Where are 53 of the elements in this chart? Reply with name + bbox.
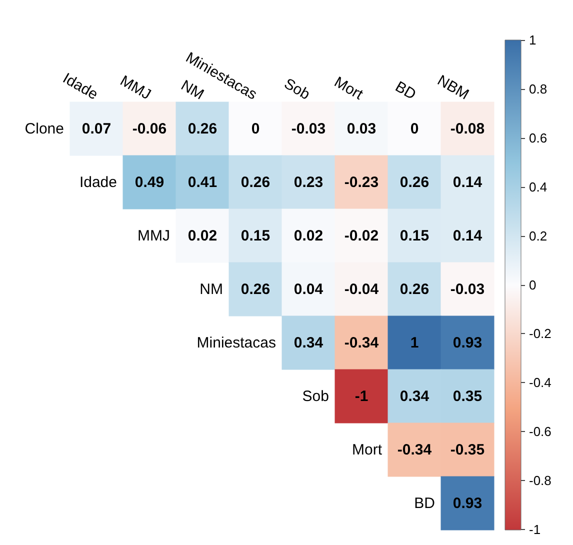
color-bar-label: -1 <box>529 522 541 537</box>
data-label: -0.23 <box>344 174 379 191</box>
data-label: -1 <box>354 388 368 405</box>
color-bar-label: -0.8 <box>529 473 552 488</box>
data-label: 0.34 <box>294 334 324 352</box>
data-label: 0.41 <box>188 174 218 191</box>
data-label: 0.23 <box>294 174 324 191</box>
color-bar-label: 0.4 <box>529 179 548 194</box>
data-label: 0.93 <box>452 494 482 512</box>
x-tick-label: NBM <box>434 72 472 104</box>
data-label: -0.03 <box>291 120 326 138</box>
data-label: 0.26 <box>240 280 270 298</box>
data-label: 0.26 <box>240 174 270 191</box>
x-tick-label: BD <box>392 78 419 104</box>
data-label: 0.02 <box>294 227 324 244</box>
data-label: 0.34 <box>400 388 430 405</box>
data-label: -0.35 <box>450 441 485 458</box>
x-tick-label: Sob <box>281 75 313 104</box>
color-bar-label: -0.2 <box>529 326 552 342</box>
data-label: 0.15 <box>400 227 430 244</box>
data-label: -0.04 <box>344 280 380 298</box>
data-label: -0.34 <box>344 334 380 352</box>
data-label: 0.14 <box>452 227 483 244</box>
data-label: 0.02 <box>188 227 218 244</box>
y-tick-label: Clone <box>24 120 64 138</box>
data-label: 0.04 <box>294 280 324 298</box>
data-label: 1 <box>410 334 419 352</box>
color-bar-label: -0.4 <box>529 375 552 390</box>
data-label: -0.34 <box>397 441 432 458</box>
color-bar-label: -0.6 <box>529 424 552 440</box>
data-label: 0.49 <box>134 174 164 191</box>
data-label: 0.03 <box>346 120 376 138</box>
data-label: 0 <box>410 120 419 138</box>
color-bar-label: 0.2 <box>529 228 548 244</box>
data-label: 0 <box>251 120 260 138</box>
color-bar-label: 1 <box>529 32 536 48</box>
data-label: 0.14 <box>452 174 483 191</box>
color-bar-label: 0.8 <box>529 81 548 96</box>
data-label: 0.07 <box>82 120 112 138</box>
color-bar-label: 0 <box>529 277 536 292</box>
data-label: 0.26 <box>400 174 430 191</box>
data-label: -0.02 <box>344 227 379 244</box>
data-label: 0.15 <box>240 227 270 244</box>
data-label: 0.26 <box>188 120 218 138</box>
data-label: 0.35 <box>452 388 482 405</box>
data-label: -0.03 <box>450 280 485 298</box>
data-label: 0.93 <box>452 334 482 352</box>
data-label: 0.26 <box>400 280 430 298</box>
color-bar-label: 0.6 <box>529 130 548 146</box>
data-label: -0.06 <box>132 120 167 138</box>
data-label: -0.08 <box>450 120 485 138</box>
x-tick-label: Mort <box>331 74 366 104</box>
x-tick-label: MMJ <box>117 72 154 104</box>
